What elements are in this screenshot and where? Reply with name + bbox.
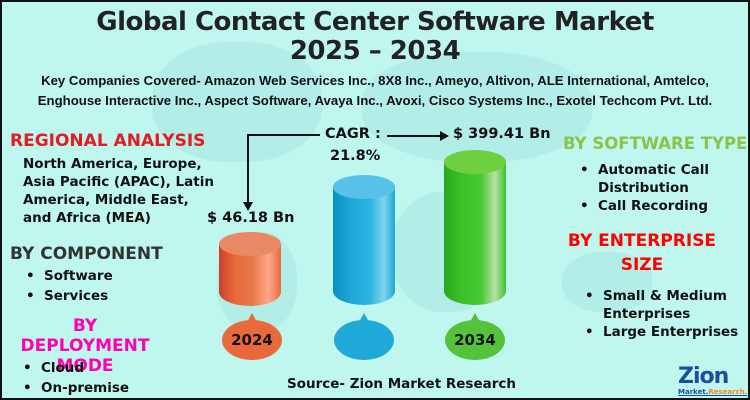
end-value: $ 399.41 Bn (453, 126, 551, 142)
cagr-value: 21.8% (330, 148, 381, 164)
year-bubble-middle (334, 313, 394, 360)
regional-line: Asia Pacific (APAC), Latin (23, 174, 214, 190)
software-type-item-line: Distribution (598, 180, 689, 196)
companies-line1: Key Companies Covered- Amazon Web Servic… (41, 73, 709, 88)
component-list: Software Services (22, 266, 113, 306)
by-enterprise-size-heading: BY ENTERPRISE SIZE (567, 231, 717, 275)
page-title-line2: 2025 – 2034 (289, 36, 461, 66)
regional-line: and Africa (MEA) (23, 210, 151, 226)
companies-line2: Enghouse Interactive Inc., Aspect Softwa… (37, 93, 713, 108)
bar-middle (333, 175, 395, 305)
source-text: Source- Zion Market Research (287, 376, 516, 392)
logo-subtitle: Market.Research. (678, 388, 748, 396)
zion-logo: Zion Market.Research. (678, 364, 748, 397)
regional-line: North America, Europe, (23, 156, 202, 172)
logo-sub2: Research. (708, 388, 748, 396)
cagr-label: CAGR : (325, 126, 381, 142)
enterprise-list: Small & Medium Enterprises Large Enterpr… (581, 287, 738, 341)
start-value: $ 46.18 Bn (207, 210, 295, 226)
by-software-type-heading: BY SOFTWARE TYPE (563, 134, 748, 153)
deployment-list: Cloud On-premise (19, 358, 129, 398)
map-decoration (152, 42, 322, 162)
list-item: On-premise (19, 378, 129, 398)
list-item: Cloud (19, 358, 129, 378)
regional-analysis-heading: REGIONAL ANALYSIS (10, 131, 206, 151)
enterprise-item-line: Small & Medium (603, 288, 727, 304)
software-type-list: Automatic Call Distribution Call Recordi… (576, 161, 709, 215)
map-decoration (362, 52, 592, 162)
key-companies: Key Companies Covered- Amazon Web Servic… (2, 71, 748, 111)
by-component-heading: BY COMPONENT (10, 244, 163, 264)
enterprise-heading-line1: BY ENTERPRISE (567, 231, 717, 251)
list-item: Call Recording (576, 197, 709, 215)
enterprise-heading-line2: SIZE (620, 255, 664, 275)
enterprise-item-line: Enterprises (603, 306, 691, 322)
logo-sub1: Market. (678, 388, 709, 396)
list-item: Large Enterprises (581, 323, 738, 341)
list-item: Automatic Call Distribution (576, 161, 709, 197)
bar-2024 (219, 232, 281, 306)
year-bubble-2024: 2024 (222, 313, 282, 360)
list-item: Services (22, 286, 113, 306)
deployment-heading-line1: BY DEPLOYMENT (20, 316, 150, 356)
regional-analysis-text: North America, Europe, Asia Pacific (APA… (23, 155, 214, 227)
software-type-item-line: Automatic Call (598, 162, 710, 178)
list-item: Software (22, 266, 113, 286)
page-title-line1: Global Contact Center Software Market (96, 7, 654, 37)
bar-2034 (444, 150, 506, 305)
year-bubble-2034: 2034 (445, 313, 505, 360)
logo-wordmark: Zion (678, 364, 729, 389)
regional-line: America, Middle East, (23, 192, 189, 208)
list-item: Small & Medium Enterprises (581, 287, 738, 323)
